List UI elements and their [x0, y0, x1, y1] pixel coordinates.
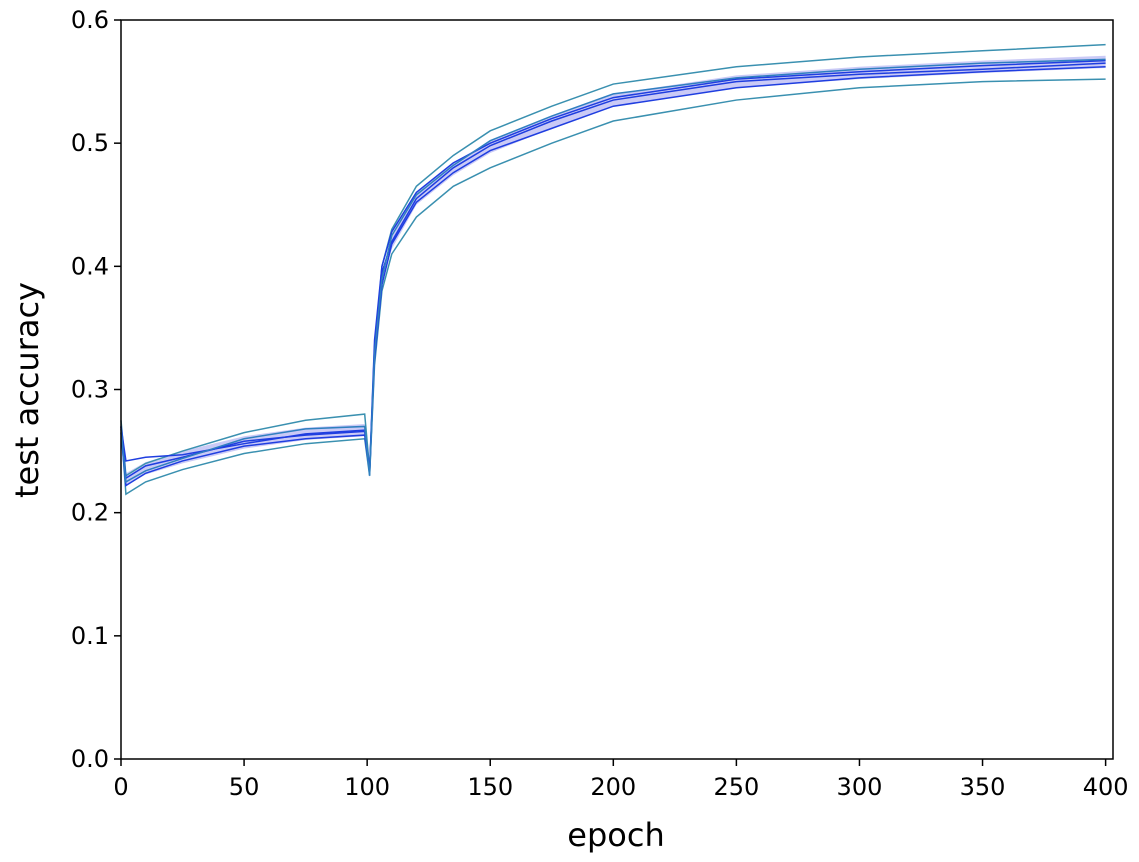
y-tick-label: 0.4	[71, 252, 109, 280]
series-line	[120, 66, 1106, 487]
x-tick-label: 300	[837, 773, 883, 801]
series-line	[120, 78, 1106, 496]
x-tick-label: 50	[229, 773, 260, 801]
band	[121, 55, 1106, 486]
y-tick-label: 0.1	[71, 622, 109, 650]
series-line	[120, 58, 1106, 484]
x-tick-label: 250	[713, 773, 759, 801]
x-tick-label: 150	[467, 773, 513, 801]
series-line	[120, 62, 1106, 480]
series-line	[120, 43, 1106, 478]
y-tick-label: 0.6	[71, 6, 109, 34]
y-axis-label: test accuracy	[8, 282, 46, 498]
plot-frame	[120, 19, 1114, 760]
y-tick-label: 0.5	[71, 129, 109, 157]
x-tick-label: 0	[113, 773, 128, 801]
x-tick-label: 200	[590, 773, 636, 801]
x-tick-label: 100	[344, 773, 390, 801]
y-tick-label: 0.2	[71, 499, 109, 527]
x-axis-label: epoch	[567, 816, 664, 854]
y-tick-label: 0.3	[71, 376, 109, 404]
x-tick-label: 400	[1083, 773, 1129, 801]
series-line	[120, 59, 1106, 471]
x-tick-label: 350	[960, 773, 1006, 801]
y-tick-label: 0.0	[71, 745, 109, 773]
